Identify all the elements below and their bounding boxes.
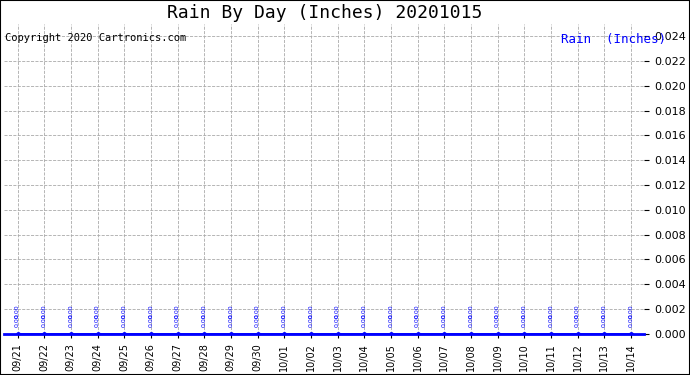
Text: 0.00: 0.00 bbox=[469, 314, 473, 327]
Text: 0.00: 0.00 bbox=[602, 314, 607, 327]
Text: 0.00: 0.00 bbox=[575, 304, 580, 318]
Text: 0.00: 0.00 bbox=[228, 314, 233, 327]
Text: 0.00: 0.00 bbox=[95, 304, 100, 318]
Text: 0.00: 0.00 bbox=[41, 304, 47, 318]
Text: 0.00: 0.00 bbox=[629, 314, 633, 327]
Text: 0.00: 0.00 bbox=[41, 314, 47, 327]
Text: 0.00: 0.00 bbox=[575, 314, 580, 327]
Text: 0.00: 0.00 bbox=[522, 304, 526, 318]
Text: 0.00: 0.00 bbox=[121, 314, 127, 327]
Text: 0.00: 0.00 bbox=[121, 304, 127, 318]
Text: 0.00: 0.00 bbox=[335, 304, 340, 318]
Title: Rain By Day (Inches) 20201015: Rain By Day (Inches) 20201015 bbox=[166, 4, 482, 22]
Text: 0.00: 0.00 bbox=[388, 314, 393, 327]
Text: 0.00: 0.00 bbox=[15, 314, 20, 327]
Text: 0.00: 0.00 bbox=[549, 304, 553, 318]
Text: 0.00: 0.00 bbox=[148, 304, 153, 318]
Text: 0.00: 0.00 bbox=[175, 304, 180, 318]
Text: 0.00: 0.00 bbox=[522, 314, 526, 327]
Text: 0.00: 0.00 bbox=[602, 304, 607, 318]
Text: 0.00: 0.00 bbox=[255, 304, 260, 318]
Text: 0.00: 0.00 bbox=[495, 304, 500, 318]
Text: 0.00: 0.00 bbox=[201, 314, 207, 327]
Text: 0.00: 0.00 bbox=[442, 304, 446, 318]
Text: 0.00: 0.00 bbox=[148, 314, 153, 327]
Text: 0.00: 0.00 bbox=[228, 304, 233, 318]
Text: 0.00: 0.00 bbox=[68, 314, 73, 327]
Text: 0.00: 0.00 bbox=[442, 314, 446, 327]
Text: 0.00: 0.00 bbox=[549, 314, 553, 327]
Text: Rain  (Inches): Rain (Inches) bbox=[561, 33, 666, 46]
Text: 0.00: 0.00 bbox=[95, 314, 100, 327]
Text: 0.00: 0.00 bbox=[175, 314, 180, 327]
Text: 0.00: 0.00 bbox=[255, 314, 260, 327]
Text: 0.00: 0.00 bbox=[495, 314, 500, 327]
Text: 0.00: 0.00 bbox=[282, 304, 287, 318]
Text: 0.00: 0.00 bbox=[362, 314, 366, 327]
Text: 0.00: 0.00 bbox=[388, 304, 393, 318]
Text: 0.00: 0.00 bbox=[68, 304, 73, 318]
Text: 0.00: 0.00 bbox=[308, 304, 313, 318]
Text: 0.00: 0.00 bbox=[308, 314, 313, 327]
Text: 0.00: 0.00 bbox=[15, 304, 20, 318]
Text: 0.00: 0.00 bbox=[362, 304, 366, 318]
Text: 0.00: 0.00 bbox=[629, 304, 633, 318]
Text: 0.00: 0.00 bbox=[469, 304, 473, 318]
Text: 0.00: 0.00 bbox=[282, 314, 287, 327]
Text: 0.00: 0.00 bbox=[415, 314, 420, 327]
Text: 0.00: 0.00 bbox=[415, 304, 420, 318]
Text: Copyright 2020 Cartronics.com: Copyright 2020 Cartronics.com bbox=[6, 33, 187, 43]
Text: 0.00: 0.00 bbox=[201, 304, 207, 318]
Text: 0.00: 0.00 bbox=[335, 314, 340, 327]
